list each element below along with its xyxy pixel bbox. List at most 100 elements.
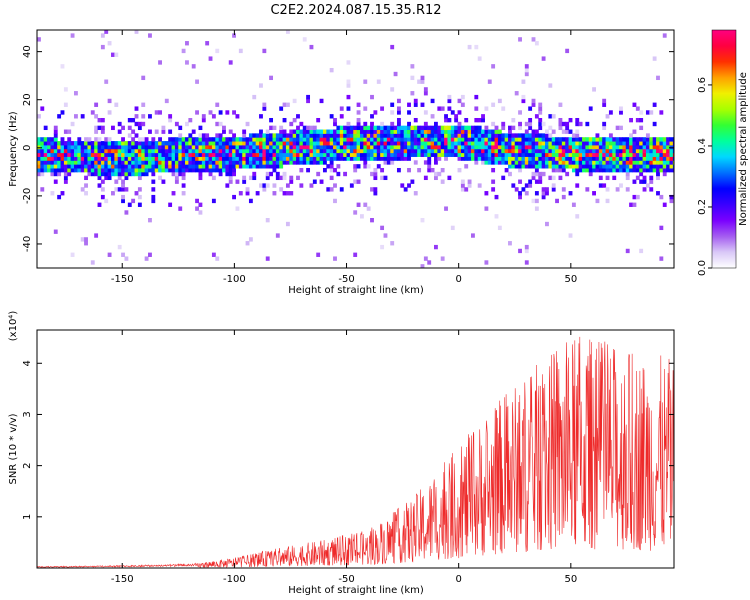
heatmap-cell (211, 137, 216, 142)
heatmap-cell (349, 183, 354, 188)
heatmap-cell (97, 117, 102, 123)
heatmap-cell (578, 164, 583, 169)
heatmap-cell (329, 156, 334, 161)
heatmap-cell (127, 156, 132, 161)
heatmap-cell (289, 144, 294, 150)
heatmap-cell (541, 133, 546, 138)
heatmap-cell (282, 117, 287, 123)
heatmap-cell (467, 179, 472, 184)
heatmap-cell (541, 137, 546, 142)
heatmap-cell (174, 171, 179, 177)
heatmap-cell (501, 148, 506, 154)
heatmap-cell (656, 164, 660, 169)
heatmap-cell (37, 160, 41, 165)
heatmap-cell (568, 148, 573, 154)
heatmap-cell (238, 141, 243, 146)
heatmap-cell (578, 152, 583, 157)
heatmap-cell (417, 167, 422, 173)
heatmap-cell (477, 137, 482, 142)
heatmap-cell (205, 160, 210, 165)
heatmap-cell (487, 133, 492, 138)
heatmap-cell (181, 164, 186, 169)
heatmap-cell (373, 156, 378, 161)
heatmap-cell (605, 187, 610, 192)
heatmap-cell (70, 160, 75, 165)
heatmap-cell (70, 167, 75, 173)
heatmap-cell (561, 160, 566, 165)
heatmap-cell (121, 252, 125, 257)
heatmap-cell (279, 152, 284, 157)
x-tick-label: -100 (223, 574, 246, 585)
heatmap-cell (656, 141, 660, 146)
heatmap-cell (269, 160, 274, 165)
heatmap-cell (137, 187, 142, 192)
heatmap-cell (410, 144, 415, 150)
heatmap-cell (104, 30, 109, 34)
y-tick-label: 20 (22, 93, 33, 106)
heatmap-cell (524, 260, 529, 265)
heatmap-cell (171, 156, 176, 161)
heatmap-cell (306, 167, 311, 173)
heatmap-cell (87, 167, 92, 173)
heatmap-cell (575, 214, 580, 219)
heatmap-cell (518, 125, 522, 131)
heatmap-cell (672, 148, 674, 154)
heatmap-cell (410, 75, 415, 81)
heatmap-cell (306, 137, 311, 142)
heatmap-cell (195, 79, 199, 84)
heatmap-cell (575, 160, 580, 165)
heatmap-cell (373, 133, 378, 138)
heatmap-cell (107, 141, 112, 146)
heatmap-cell (464, 152, 469, 157)
heatmap-cell (423, 125, 428, 131)
heatmap-cell (356, 110, 361, 115)
heatmap-cell (534, 167, 539, 173)
heatmap-cell (501, 152, 506, 157)
heatmap-cell (151, 171, 156, 177)
heatmap-cell (582, 164, 586, 169)
heatmap-cell (252, 164, 257, 169)
heatmap-cell (642, 167, 647, 173)
heatmap-cell (201, 160, 206, 165)
heatmap-cell (67, 171, 72, 177)
heatmap-cell (370, 129, 374, 134)
heatmap-cell (225, 171, 230, 177)
heatmap-cell (534, 206, 539, 211)
heatmap-cell (390, 152, 395, 157)
heatmap-cell (289, 141, 294, 146)
heatmap-cell (228, 137, 233, 142)
heatmap-cell (632, 179, 637, 184)
heatmap-cell (188, 167, 193, 173)
heatmap-cell (185, 144, 189, 150)
heatmap-cell (144, 144, 149, 150)
heatmap-cell (403, 129, 408, 134)
heatmap-cell (265, 141, 270, 146)
heatmap-cell (107, 137, 112, 142)
heatmap-cell (396, 106, 401, 111)
heatmap-cell (444, 141, 448, 146)
heatmap-cell (629, 133, 633, 138)
heatmap-cell (148, 218, 152, 223)
heatmap-cell (265, 148, 270, 154)
heatmap-cell (457, 125, 462, 131)
heatmap-cell (383, 137, 388, 142)
heatmap-cell (413, 133, 418, 138)
heatmap-cell (639, 125, 644, 131)
heatmap-cell (269, 137, 274, 142)
heatmap-cell (511, 183, 516, 188)
heatmap-cell (629, 148, 633, 154)
heatmap-cell (545, 148, 549, 154)
heatmap-cell (625, 141, 630, 146)
heatmap-cell (393, 141, 398, 146)
heatmap-cell (218, 121, 223, 127)
heatmap-cell (67, 144, 72, 150)
heatmap-cell (326, 187, 331, 192)
heatmap-cell (649, 152, 654, 157)
heatmap-cell (386, 133, 391, 138)
heatmap-cell (164, 152, 169, 157)
heatmap-cell (386, 125, 391, 131)
heatmap-cell (632, 202, 637, 207)
heatmap-cell (343, 148, 348, 154)
heatmap-cell (585, 167, 590, 173)
heatmap-cell (400, 129, 405, 134)
